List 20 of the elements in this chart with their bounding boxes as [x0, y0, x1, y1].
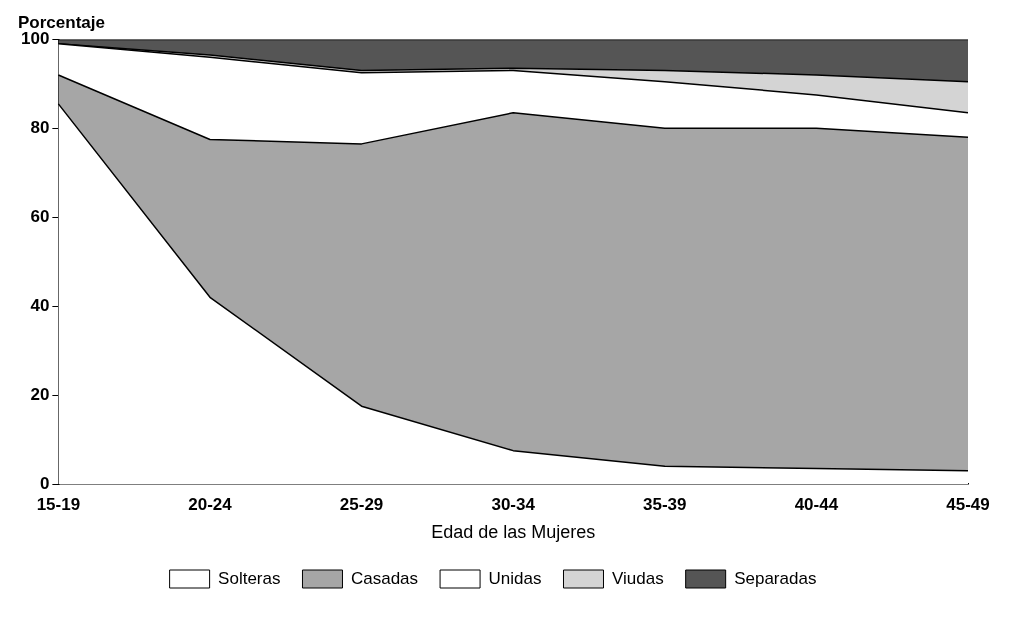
y-axis-title: Porcentaje: [18, 12, 105, 32]
y-tick-label: 100: [20, 29, 50, 49]
y-tick-label: 80: [30, 118, 50, 138]
legend-label: Separadas: [734, 568, 817, 588]
y-tick-label: 20: [30, 384, 50, 404]
x-tick-label: 15-19: [36, 494, 81, 514]
x-tick-label: 40-44: [794, 494, 839, 514]
x-tick-label: 25-29: [339, 494, 384, 514]
x-axis-title: Edad de las Mujeres: [431, 522, 596, 543]
y-tick-label: 60: [30, 206, 50, 226]
x-tick-label: 45-49: [946, 494, 990, 514]
x-tick-label: 20-24: [188, 494, 233, 514]
legend-label: Casadas: [350, 568, 419, 588]
y-tick-label: 40: [30, 295, 50, 315]
y-tick-label: 0: [39, 473, 50, 493]
x-tick-label: 30-34: [491, 494, 536, 514]
x-tick-label: 35-39: [643, 494, 687, 514]
legend-label: Solteras: [218, 568, 281, 588]
legend-label: Viudas: [611, 568, 664, 588]
legend-label: Unidas: [488, 568, 542, 588]
